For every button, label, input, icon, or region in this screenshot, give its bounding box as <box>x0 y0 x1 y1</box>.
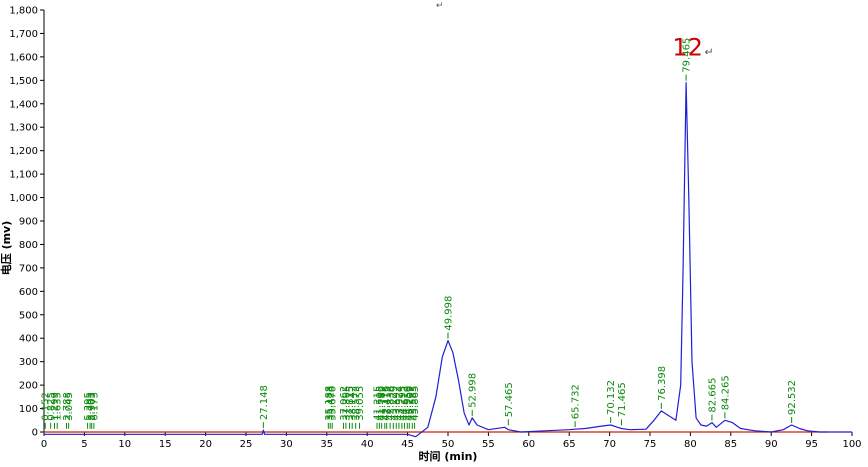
peak-annotation-number: 12 <box>672 34 703 62</box>
y-tick-label: 100 <box>19 404 38 415</box>
peak-label: 45.583 <box>408 386 419 421</box>
x-tick-label: 95 <box>805 439 818 450</box>
x-tick-label: 10 <box>118 439 131 450</box>
x-tick-label: 55 <box>482 439 495 450</box>
x-tick-label: 60 <box>522 439 535 450</box>
peak-label: 43.592 <box>392 386 403 421</box>
peak-label: 41.789 <box>377 386 388 421</box>
y-tick-label: 300 <box>19 357 38 368</box>
x-tick-label: 100 <box>842 439 861 450</box>
x-tick-label: 50 <box>442 439 455 450</box>
x-tick-label: 65 <box>563 439 576 450</box>
peak-label: 35.670 <box>328 386 339 421</box>
y-tick-label: 700 <box>19 263 38 274</box>
peak-label: 1.635 <box>53 392 64 421</box>
return-mark-icon: ↵ <box>704 46 713 59</box>
y-tick-label: 1,100 <box>9 170 38 181</box>
x-tick-label: 70 <box>603 439 616 450</box>
x-tick-label: 0 <box>41 439 47 450</box>
y-tick-label: 200 <box>19 381 38 392</box>
peak-label: 65.732 <box>571 384 582 419</box>
y-tick-label: 1,500 <box>9 76 38 87</box>
x-tick-label: 20 <box>199 439 212 450</box>
trace-layer <box>44 82 852 438</box>
peak-label: 84.265 <box>720 375 731 410</box>
peak-label: 71.465 <box>617 382 628 417</box>
y-tick-label: 1,300 <box>9 123 38 134</box>
x-tick-label: 35 <box>320 439 333 450</box>
x-tick-label: 85 <box>724 439 737 450</box>
peak-label: 44.959 <box>403 386 414 421</box>
peak-label: 1.299 <box>50 392 61 421</box>
peak-label: 2.788 <box>62 392 73 421</box>
y-tick-label: 400 <box>19 334 38 345</box>
peak-label: 43.229 <box>389 386 400 421</box>
peak-label: 49.998 <box>444 296 455 331</box>
y-tick-label: 900 <box>19 217 38 228</box>
peak-label: 3.045 <box>64 392 75 421</box>
peak-label: 76.398 <box>657 366 668 401</box>
y-axis-label: 电压 (mv) <box>0 221 13 276</box>
peak-label: 45.865 <box>410 386 421 421</box>
peak-label: 35.423 <box>326 386 337 421</box>
x-tick-label: 25 <box>240 439 253 450</box>
x-axis-label: 时间 (min) <box>419 449 478 463</box>
axes-layer: 01002003004005006007008009001,0001,1001,… <box>9 6 861 451</box>
x-tick-label: 80 <box>684 439 697 450</box>
peak-label: 41.505 <box>375 386 386 421</box>
x-tick-label: 5 <box>81 439 87 450</box>
y-tick-label: 1,800 <box>9 6 38 17</box>
peak-label: 42.415 <box>382 386 393 421</box>
peak-label: 43.924 <box>394 386 405 421</box>
peak-label: 6.173 <box>89 392 100 421</box>
y-tick-label: 1,600 <box>9 52 38 63</box>
y-tick-label: 600 <box>19 287 38 298</box>
peak-label: 5.395 <box>83 392 94 421</box>
top-return-mark-icon: ↵ <box>436 1 444 11</box>
peak-label: 37.365 <box>341 386 352 421</box>
peak-label: 27.148 <box>259 385 270 420</box>
peak-label: 5.705 <box>86 392 97 421</box>
peak-label: 52.998 <box>468 373 479 408</box>
peak-label: 39.055 <box>355 386 366 421</box>
x-tick-label: 15 <box>159 439 172 450</box>
y-tick-label: 1,000 <box>9 193 38 204</box>
peak-label: 57.465 <box>504 382 515 417</box>
x-tick-label: 45 <box>401 439 414 450</box>
peak-label: 37.062 <box>339 386 350 421</box>
peak-label: 42.836 <box>386 386 397 421</box>
y-tick-label: 500 <box>19 310 38 321</box>
x-tick-label: 30 <box>280 439 293 450</box>
peak-label: 0.825 <box>46 392 57 421</box>
x-tick-label: 40 <box>361 439 374 450</box>
peak-label: 82.665 <box>707 378 718 413</box>
peak-label: 92.532 <box>787 380 798 415</box>
peak-label: 70.132 <box>606 380 617 415</box>
signal-trace <box>44 82 852 438</box>
peak-label: 42.176 <box>380 386 391 421</box>
peak-label: 0.152 <box>41 392 52 421</box>
y-tick-label: 1,700 <box>9 29 38 40</box>
peak-label: 45.209 <box>405 386 416 421</box>
x-tick-label: 90 <box>765 439 778 450</box>
peak-label: 37.815 <box>345 386 356 421</box>
y-tick-label: 0 <box>32 428 38 439</box>
peak-label: 35.188 <box>324 386 335 421</box>
peak-label: 5.903 <box>87 392 98 421</box>
y-tick-label: 1,400 <box>9 99 38 110</box>
y-tick-label: 1,200 <box>9 146 38 157</box>
peak-label: 41.215 <box>373 386 384 421</box>
peak-label: 79.465 <box>682 38 693 73</box>
x-tick-label: 75 <box>644 439 657 450</box>
peak-label: 38.573 <box>351 386 362 421</box>
peak-label: 44.613 <box>400 386 411 421</box>
peak-label: 44.295 <box>397 386 408 421</box>
peak-label: 38.142 <box>348 386 359 421</box>
y-tick-label: 800 <box>19 240 38 251</box>
